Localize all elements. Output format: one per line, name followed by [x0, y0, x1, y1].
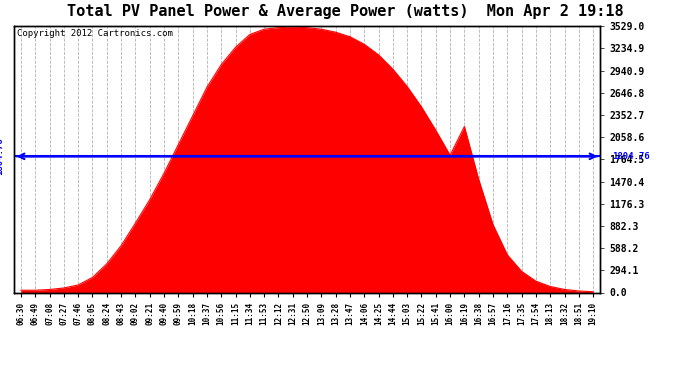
Text: 1804.76: 1804.76 — [0, 138, 3, 175]
Text: Total PV Panel Power & Average Power (watts)  Mon Apr 2 19:18: Total PV Panel Power & Average Power (wa… — [67, 4, 623, 19]
Text: 1804.76: 1804.76 — [612, 152, 650, 161]
Text: Copyright 2012 Cartronics.com: Copyright 2012 Cartronics.com — [17, 29, 172, 38]
